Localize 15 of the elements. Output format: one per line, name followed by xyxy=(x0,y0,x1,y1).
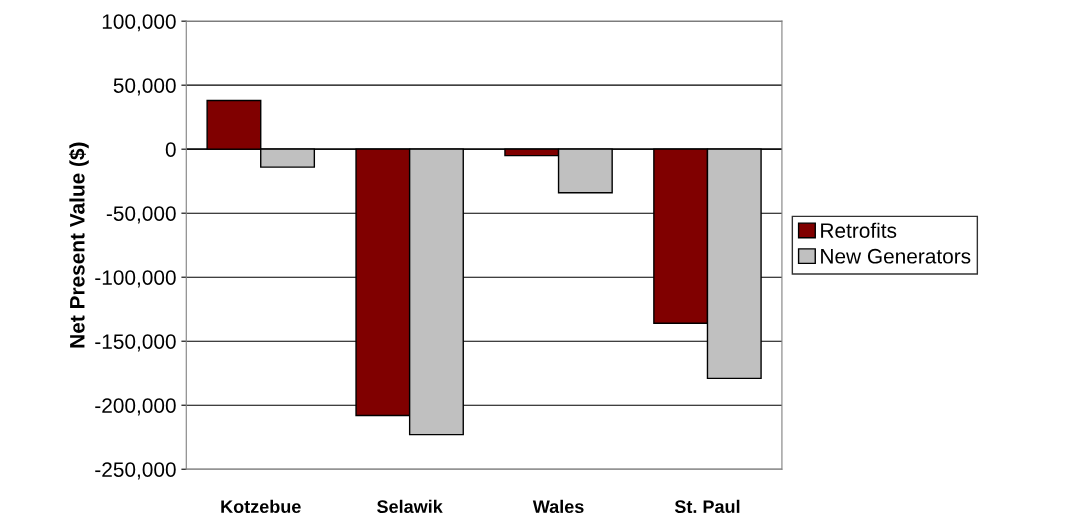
y-tick-label: 50,000 xyxy=(113,78,176,96)
y-tick-label: 100,000 xyxy=(102,14,176,32)
y-tick-label: -100,000 xyxy=(95,270,176,288)
x-tick-label: Wales xyxy=(532,499,584,514)
x-tick-label: Selawik xyxy=(377,499,443,514)
y-tick-label: -200,000 xyxy=(95,398,176,416)
legend-label: Retrofits xyxy=(821,222,897,238)
x-tick-label: Kotzebue xyxy=(221,499,301,514)
legend-label: New Generators xyxy=(821,248,971,264)
y-tick-label: -250,000 xyxy=(95,462,176,480)
y-tick-label: -50,000 xyxy=(106,206,176,224)
x-tick-label: St. Paul xyxy=(674,499,740,514)
y-tick-label: -150,000 xyxy=(95,334,176,352)
y-tick-label: 0 xyxy=(165,142,176,157)
y-axis-title: Net Present Value ($) xyxy=(68,142,89,348)
